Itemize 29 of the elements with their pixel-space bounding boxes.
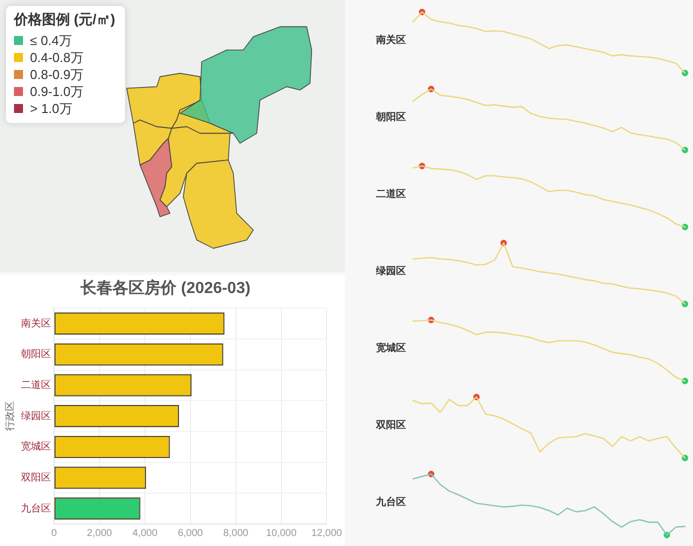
text: 绿园区 xyxy=(376,265,406,279)
text: 二道区 xyxy=(376,188,406,202)
x-tick-label: 2,000 xyxy=(86,528,112,539)
x-tick-label: 8,000 xyxy=(223,528,249,539)
legend-title: 价格图例 (元/㎡) xyxy=(14,11,116,29)
category-label: 0.9-1.0万 xyxy=(30,84,84,99)
text: 宽城区 xyxy=(376,342,406,356)
category-label: > 1.0万 xyxy=(30,101,72,116)
y-tick-label: 南关区 xyxy=(21,317,51,330)
text: 南关区 xyxy=(376,34,406,48)
category-label: 0.4-0.8万 xyxy=(30,50,84,65)
x-tick-label: 12,000 xyxy=(311,528,342,539)
y-tick-label: 二道区 xyxy=(21,379,51,392)
text: 双阳区 xyxy=(376,419,406,433)
y-tick-label: 九台区 xyxy=(21,502,51,514)
category-label: ≤ 0.4万 xyxy=(30,33,72,48)
text: 朝阳区 xyxy=(376,111,406,125)
y-tick-label: 朝阳区 xyxy=(21,348,51,360)
category-label: 0.8-0.9万 xyxy=(30,67,84,82)
y-tick-label: 宽城区 xyxy=(21,440,51,453)
x-tick-label: 0 xyxy=(51,528,58,539)
x-tick-label: 10,000 xyxy=(266,528,297,539)
x-tick-label: 6,000 xyxy=(178,528,204,539)
x-tick-label: 4,000 xyxy=(132,528,158,539)
y-axis-title: 行政区 xyxy=(4,401,16,432)
text: 九台区 xyxy=(376,496,406,510)
chart-title: 长春各区房价 (2026-03) xyxy=(80,278,250,298)
y-tick-label: 双阳区 xyxy=(21,472,51,484)
y-tick-label: 绿园区 xyxy=(21,410,51,422)
